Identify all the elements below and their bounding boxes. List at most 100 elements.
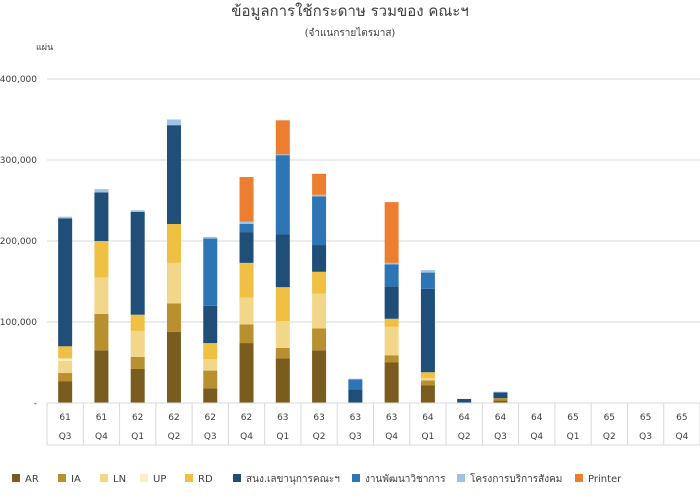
bar-segment — [239, 324, 254, 344]
bar-segment — [275, 347, 290, 359]
x-year-label: 65 — [567, 413, 578, 423]
bar-segment — [239, 297, 254, 325]
bar-segment — [203, 343, 218, 360]
bar-segment — [420, 385, 435, 403]
bar-segment — [166, 125, 181, 224]
bar-segment — [130, 368, 145, 403]
x-axis: 61 Q3 61 Q4 62 Q1 62 Q2 62 Q3 62 Q4 63 Q1 63 Q2 63 Q3 63 Q4… — [46, 402, 700, 446]
bar-segment — [493, 400, 508, 403]
bar-segment — [94, 313, 109, 351]
y-axis-unit: แผ่น — [36, 43, 53, 53]
legend-swatch — [100, 474, 108, 482]
bar-segment — [420, 372, 435, 378]
x-year-label: 65 — [604, 413, 615, 423]
bar-segment — [384, 318, 399, 327]
bar-segment — [94, 350, 109, 403]
x-year-label: 62 — [132, 413, 143, 423]
x-quarter-label: Q4 — [240, 432, 253, 442]
bar-segment — [239, 232, 254, 263]
bar-segment — [384, 262, 399, 265]
x-quarter-label: Q4 — [95, 432, 108, 442]
bar-segment — [312, 350, 327, 403]
bar-segment — [58, 218, 73, 347]
bar-segment — [275, 154, 290, 156]
legend: AR IA LN UP RD สนง.เลขานุการคณะฯ งานพัฒนาวิชาก… — [12, 472, 622, 485]
x-year-label: 64 — [422, 413, 434, 423]
x-year-label: 63 — [313, 413, 324, 423]
legend-swatch — [12, 474, 20, 482]
x-quarter-label: Q1 — [131, 432, 144, 442]
legend-label: AR — [25, 474, 39, 485]
x-quarter-label: Q2 — [313, 432, 326, 442]
chart-title: ข้อมูลการใช้กระดาษ รวมของ คณะฯ — [231, 2, 469, 20]
bar-segment — [203, 236, 218, 239]
y-tick-label: - — [34, 399, 37, 409]
bar-segment — [275, 287, 290, 322]
legend-label: สนง.เลขานุการคณะฯ — [246, 474, 340, 485]
x-quarter-label: Q1 — [567, 432, 580, 442]
legend-label: งานพัฒนาวิชาการ — [365, 474, 446, 485]
bar-segment — [312, 293, 327, 329]
bar-segment — [384, 326, 399, 356]
x-year-label: 65 — [676, 413, 687, 423]
bar-segment — [420, 270, 435, 273]
legend-swatch — [140, 474, 148, 482]
bar-segment — [312, 271, 327, 294]
bar-segment — [239, 221, 254, 224]
bar-segment — [130, 314, 145, 331]
bar-segment — [312, 173, 327, 195]
bar-segment — [94, 192, 109, 241]
y-tick-label: 300,000 — [0, 156, 37, 166]
bar-segment — [275, 155, 290, 235]
x-year-label: 63 — [386, 413, 397, 423]
y-tick-label: 100,000 — [0, 318, 37, 328]
legend-swatch — [352, 474, 360, 482]
bar-segment — [275, 321, 290, 348]
bar-segment — [166, 303, 181, 332]
chart-subtitle: (จำแนกรายไตรมาส) — [305, 27, 396, 39]
bar-segment — [239, 223, 254, 233]
x-quarter-label: Q3 — [494, 432, 507, 442]
bar-segment — [166, 262, 181, 304]
bar-segment — [130, 356, 145, 369]
bar-segment — [94, 241, 109, 278]
legend-swatch — [233, 474, 241, 482]
bar-segment — [384, 355, 399, 363]
legend-swatch — [575, 474, 583, 482]
legend-swatch — [185, 474, 193, 482]
bar-segment — [94, 277, 109, 314]
bar-segment — [275, 358, 290, 403]
bar-segment — [493, 398, 508, 401]
x-quarter-label: Q1 — [276, 432, 289, 442]
bar-segment — [275, 234, 290, 288]
legend-label: UP — [153, 474, 166, 485]
bar-segment — [312, 245, 327, 272]
bar-segment — [203, 370, 218, 389]
x-year-label: 64 — [458, 413, 470, 423]
bar-segment — [457, 398, 472, 403]
legend-label: IA — [71, 474, 81, 485]
x-year-label: 63 — [277, 413, 288, 423]
bar-segment — [420, 377, 435, 381]
bar-segment — [348, 379, 363, 390]
x-year-label: 61 — [96, 413, 107, 423]
gridlines — [47, 78, 700, 323]
x-quarter-label: Q3 — [204, 432, 217, 442]
bar-segment — [58, 216, 73, 219]
x-quarter-label: Q2 — [458, 432, 471, 442]
x-quarter-label: Q4 — [675, 432, 688, 442]
bar-segment — [203, 305, 218, 344]
bar-segment — [203, 238, 218, 306]
bar-segment — [203, 359, 218, 371]
bar-segment — [312, 194, 327, 197]
x-quarter-label: Q2 — [168, 432, 181, 442]
bar-segment — [203, 388, 218, 403]
x-year-label: 64 — [531, 413, 543, 423]
bar-segment — [239, 262, 254, 298]
x-year-label: 64 — [495, 413, 507, 423]
bar-segment — [239, 343, 254, 403]
x-year-label: 62 — [241, 413, 252, 423]
legend-swatch — [58, 474, 66, 482]
x-quarter-label: Q1 — [422, 432, 435, 442]
bar-segment — [420, 380, 435, 386]
